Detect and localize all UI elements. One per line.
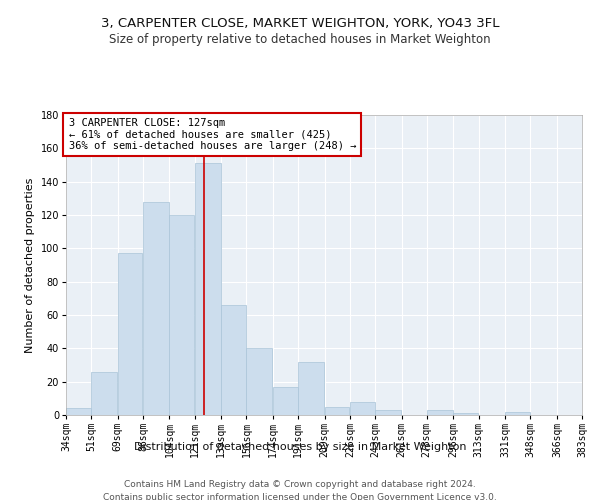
Bar — [247, 348, 272, 415]
Bar — [505, 412, 530, 415]
Bar — [221, 305, 246, 415]
Bar — [427, 410, 453, 415]
Y-axis label: Number of detached properties: Number of detached properties — [25, 178, 35, 352]
Bar — [118, 254, 142, 415]
Bar — [169, 215, 194, 415]
Text: Distribution of detached houses by size in Market Weighton: Distribution of detached houses by size … — [134, 442, 466, 452]
Text: Contains HM Land Registry data © Crown copyright and database right 2024.: Contains HM Land Registry data © Crown c… — [124, 480, 476, 489]
Text: 3, CARPENTER CLOSE, MARKET WEIGHTON, YORK, YO43 3FL: 3, CARPENTER CLOSE, MARKET WEIGHTON, YOR… — [101, 18, 499, 30]
Bar — [298, 362, 324, 415]
Text: Contains public sector information licensed under the Open Government Licence v3: Contains public sector information licen… — [103, 492, 497, 500]
Text: Size of property relative to detached houses in Market Weighton: Size of property relative to detached ho… — [109, 32, 491, 46]
Bar — [194, 164, 221, 415]
Bar — [91, 372, 117, 415]
Bar — [375, 410, 401, 415]
Bar — [143, 202, 169, 415]
Bar — [273, 386, 298, 415]
Bar — [325, 406, 349, 415]
Bar — [350, 402, 374, 415]
Bar — [66, 408, 91, 415]
Bar — [454, 414, 478, 415]
Text: 3 CARPENTER CLOSE: 127sqm
← 61% of detached houses are smaller (425)
36% of semi: 3 CARPENTER CLOSE: 127sqm ← 61% of detac… — [68, 118, 356, 151]
